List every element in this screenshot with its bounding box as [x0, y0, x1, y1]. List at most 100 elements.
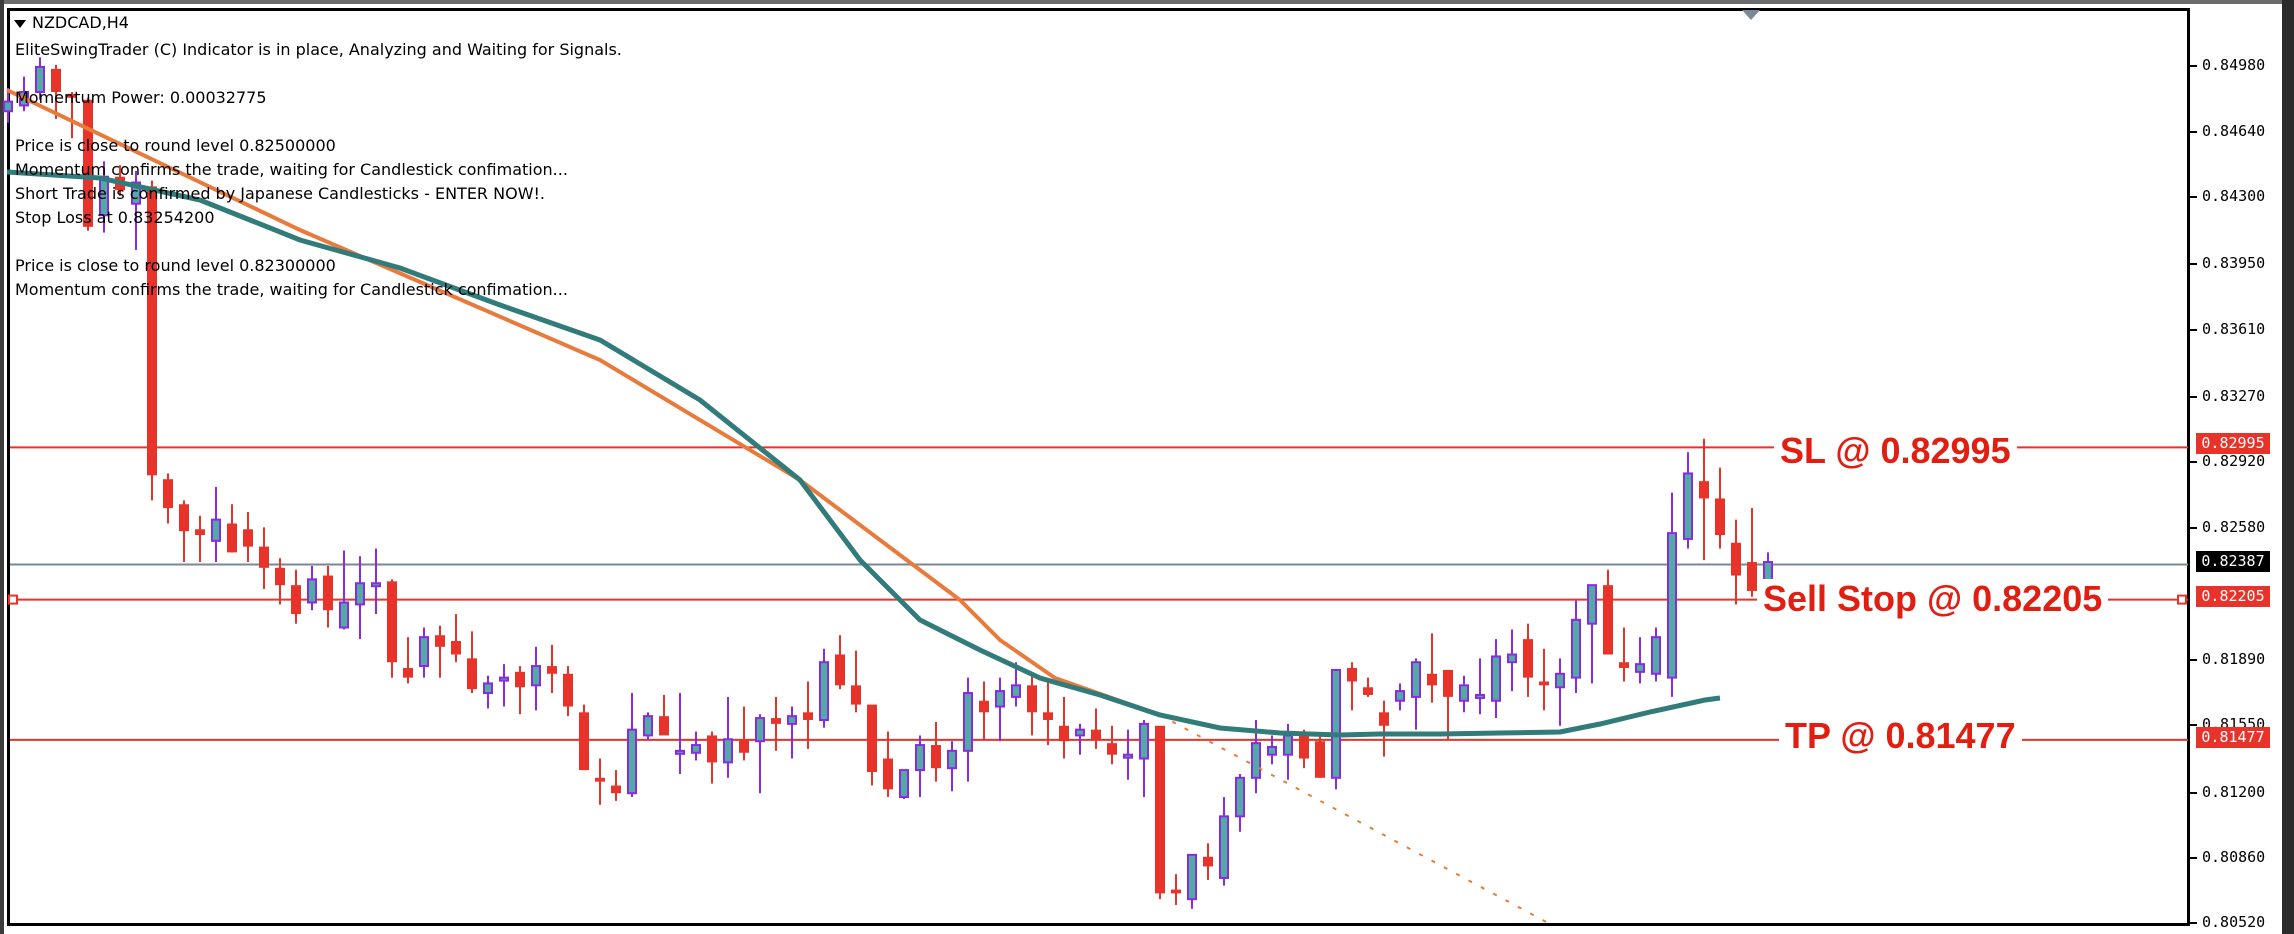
- bull-candle: [1459, 684, 1469, 702]
- axis-tick: [2190, 396, 2197, 398]
- bear-candle: [1427, 673, 1437, 686]
- bear-candle: [707, 735, 717, 763]
- bull-candle: [1139, 722, 1149, 760]
- bull-candle: [1075, 728, 1085, 737]
- bear-candle: [595, 777, 605, 782]
- bear-candle: [1523, 639, 1533, 678]
- sell-stop-price-tag: 0.82205: [2196, 586, 2270, 607]
- bull-candle: [419, 636, 429, 668]
- bull-candle: [1219, 815, 1229, 879]
- axis-tick: [2190, 461, 2197, 463]
- bull-candle: [483, 682, 493, 695]
- tp-price-tag: 0.81477: [2196, 727, 2270, 748]
- bear-candle: [291, 585, 301, 615]
- axis-tick: [2190, 659, 2197, 661]
- bull-candle: [307, 578, 317, 604]
- chart-area[interactable]: [7, 8, 2190, 926]
- bull-candle: [1651, 636, 1661, 675]
- bull-candle: [1267, 745, 1277, 756]
- bull-candle: [35, 65, 45, 93]
- axis-tick: [2190, 329, 2197, 331]
- bear-candle: [931, 745, 941, 769]
- axis-tick: [2190, 724, 2197, 726]
- bull-candle: [499, 676, 509, 682]
- window-scrollbar[interactable]: [2282, 0, 2294, 934]
- axis-tick: [2190, 857, 2197, 859]
- bear-candle: [323, 575, 333, 611]
- axis-tick-label: 0.82580: [2202, 518, 2266, 536]
- bear-candle: [1363, 687, 1373, 695]
- bear-candle: [547, 666, 557, 674]
- bear-candle: [51, 68, 61, 92]
- bear-candle: [1203, 856, 1213, 867]
- momentum-confirm-text-1: Momentum confirms the trade, waiting for…: [15, 160, 568, 179]
- bear-candle: [1603, 585, 1613, 655]
- bear-candle: [1731, 542, 1741, 576]
- window-frame-left: [0, 0, 4, 934]
- bull-candle: [1555, 672, 1565, 689]
- bull-candle: [531, 665, 541, 687]
- bid-price-tag: 0.82387: [2196, 551, 2270, 572]
- symbol-title[interactable]: NZDCAD,H4: [14, 13, 129, 32]
- axis-tick-label: 0.81200: [2202, 783, 2266, 801]
- bear-candle: [851, 685, 861, 705]
- bull-candle: [947, 749, 957, 770]
- bear-candle: [867, 704, 877, 773]
- round-level-text-1: Price is close to round level 0.82500000: [15, 136, 336, 155]
- bear-candle: [803, 712, 813, 721]
- tp-level-label[interactable]: TP @ 0.81477: [1779, 716, 2022, 756]
- bull-candle: [723, 738, 733, 764]
- bear-candle: [1171, 889, 1181, 894]
- axis-tick-label: 0.83270: [2202, 387, 2266, 405]
- bear-candle: [515, 671, 525, 688]
- bear-candle: [563, 673, 573, 707]
- axis-tick: [2190, 196, 2197, 198]
- bear-candle: [979, 700, 989, 713]
- sl-level-label[interactable]: SL @ 0.82995: [1774, 431, 2017, 471]
- sell-stop-level-label[interactable]: Sell Stop @ 0.82205: [1757, 579, 2109, 619]
- bull-candle: [1283, 734, 1293, 756]
- bull-candle: [787, 715, 797, 725]
- round-level-text-2: Price is close to round level 0.82300000: [15, 256, 336, 275]
- axis-tick: [2190, 792, 2197, 794]
- axis-tick-label: 0.84300: [2202, 187, 2266, 205]
- bear-candle: [883, 758, 893, 790]
- dropdown-triangle-icon[interactable]: [14, 19, 26, 28]
- bull-candle: [1331, 668, 1341, 779]
- bear-candle: [83, 99, 93, 227]
- bull-candle: [1491, 655, 1501, 702]
- bull-candle: [339, 601, 349, 629]
- bull-candle: [1123, 753, 1133, 759]
- momentum-confirm-text-2: Momentum confirms the trade, waiting for…: [15, 280, 568, 299]
- bull-candle: [995, 690, 1005, 708]
- bear-candle: [611, 785, 621, 794]
- bull-candle: [3, 100, 13, 113]
- bear-candle: [1539, 681, 1549, 686]
- axis-tick-label: 0.84980: [2202, 56, 2266, 74]
- bull-candle: [1667, 532, 1677, 679]
- bear-candle: [147, 186, 157, 476]
- bull-candle: [355, 582, 365, 606]
- trendline-projection: [1159, 714, 1551, 925]
- sl-price-tag: 0.82995: [2196, 433, 2270, 454]
- bear-candle: [579, 712, 589, 771]
- bear-candle: [163, 479, 173, 509]
- bull-candle: [371, 582, 381, 588]
- bear-candle: [275, 567, 285, 586]
- chart-shift-marker-icon[interactable]: [1742, 10, 1760, 20]
- axis-tick-label: 0.83610: [2202, 320, 2266, 338]
- symbol-label: NZDCAD,H4: [32, 13, 129, 32]
- bear-candle: [1043, 712, 1053, 721]
- bull-candle: [1187, 853, 1197, 901]
- bear-candle: [1315, 741, 1325, 778]
- bull-candle: [627, 728, 637, 795]
- bear-candle: [1747, 562, 1757, 591]
- bear-candle: [179, 504, 189, 532]
- bear-candle: [1299, 735, 1309, 759]
- bull-candle: [915, 744, 925, 772]
- bull-candle: [675, 749, 685, 755]
- bull-candle: [1395, 690, 1405, 702]
- bull-candle: [819, 661, 829, 722]
- axis-tick: [2190, 922, 2197, 924]
